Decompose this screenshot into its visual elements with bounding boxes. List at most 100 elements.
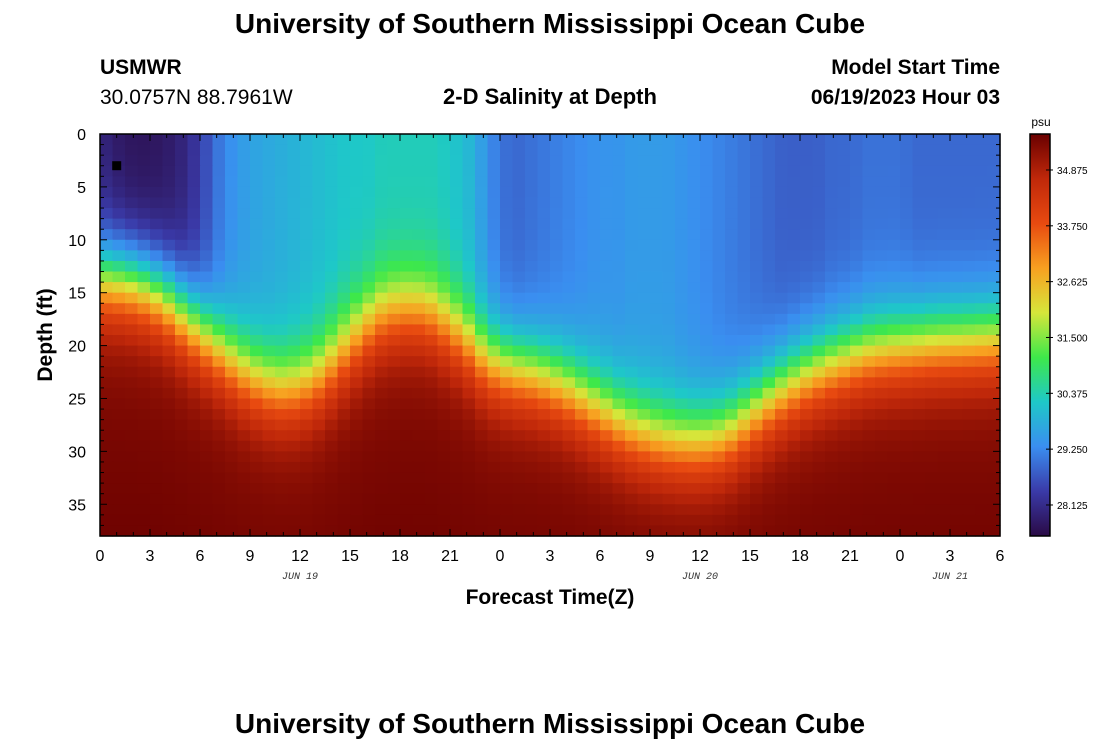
heatmap-cell	[412, 398, 426, 410]
heatmap-cell	[837, 176, 851, 188]
colorbar-tick-label: 32.625	[1057, 278, 1088, 289]
heatmap-cell	[287, 483, 301, 495]
heatmap-cell	[800, 440, 814, 452]
heatmap-cell	[337, 387, 351, 400]
heatmap-cell	[437, 525, 451, 537]
heatmap-cell	[887, 313, 901, 326]
heatmap-cell	[862, 260, 876, 273]
heatmap-cell	[600, 144, 614, 156]
heatmap-cell	[737, 504, 751, 516]
heatmap-cell	[750, 472, 764, 484]
heatmap-cell	[162, 514, 176, 527]
heatmap-cell	[962, 409, 976, 421]
heatmap-cell	[662, 366, 676, 378]
heatmap-cell	[950, 493, 964, 505]
heatmap-cell	[412, 483, 426, 495]
colorbar-tick-label: 34.875	[1057, 166, 1088, 177]
heatmap-cell	[362, 451, 376, 463]
heatmap-cell	[775, 504, 789, 516]
heatmap-cell	[687, 186, 701, 199]
heatmap-cell	[850, 493, 864, 505]
heatmap-cell	[237, 186, 251, 199]
heatmap-cell	[925, 356, 939, 368]
heatmap-cell	[762, 504, 776, 516]
heatmap-cell	[912, 165, 926, 177]
heatmap-cell	[662, 176, 676, 188]
heatmap-cell	[837, 144, 851, 156]
heatmap-cell	[400, 134, 414, 146]
heatmap-cell	[712, 197, 726, 209]
heatmap-cell	[750, 155, 764, 167]
heatmap-cell	[325, 292, 339, 304]
heatmap-cell	[312, 377, 326, 389]
heatmap-cell	[650, 335, 664, 347]
heatmap-cell	[175, 176, 189, 188]
heatmap-cell	[612, 260, 626, 273]
heatmap-cell	[262, 493, 276, 505]
heatmap-cell	[337, 282, 351, 294]
heatmap-cell	[237, 335, 251, 347]
heatmap-cell	[912, 250, 926, 262]
heatmap-cell	[350, 366, 364, 378]
heatmap-cell	[562, 451, 576, 463]
heatmap-cell	[975, 208, 989, 220]
heatmap-cell	[162, 461, 176, 474]
heatmap-cell	[387, 483, 401, 495]
heatmap-cell	[987, 260, 1001, 273]
heatmap-cell	[437, 186, 451, 199]
heatmap-cell	[637, 324, 651, 336]
colorbar-tick-label: 31.500	[1057, 333, 1088, 344]
heatmap-cell	[825, 377, 839, 389]
heatmap-cell	[375, 514, 389, 527]
heatmap-cell	[975, 440, 989, 452]
heatmap-cell	[812, 335, 826, 347]
heatmap-cell	[212, 282, 226, 294]
heatmap-cell	[750, 387, 764, 400]
heatmap-cell	[325, 229, 339, 241]
heatmap-cell	[550, 461, 564, 474]
heatmap-cell	[725, 218, 739, 230]
heatmap-cell	[162, 483, 176, 495]
heatmap-cell	[300, 356, 314, 368]
heatmap-cell	[825, 134, 839, 146]
heatmap-cell	[125, 398, 139, 410]
heatmap-cell	[437, 451, 451, 463]
heatmap-cell	[312, 335, 326, 347]
heatmap-cell	[287, 292, 301, 304]
heatmap-cell	[150, 144, 164, 156]
heatmap-cell	[350, 504, 364, 516]
heatmap-cell	[900, 186, 914, 199]
heatmap-cell	[662, 208, 676, 220]
heatmap-cell	[162, 250, 176, 262]
heatmap-cell	[700, 282, 714, 294]
heatmap-cell	[612, 155, 626, 167]
heatmap-cell	[700, 313, 714, 326]
heatmap-cell	[787, 356, 801, 368]
heatmap-cell	[925, 377, 939, 389]
heatmap-cell	[837, 324, 851, 336]
heatmap-cell	[462, 165, 476, 177]
heatmap-cell	[487, 356, 501, 368]
heatmap-cell	[275, 440, 289, 452]
heatmap-cell	[800, 208, 814, 220]
heatmap-cell	[300, 271, 314, 283]
heatmap-cell	[375, 282, 389, 294]
heatmap-cell	[537, 144, 551, 156]
heatmap-cell	[237, 197, 251, 209]
heatmap-cell	[200, 366, 214, 378]
heatmap-cell	[525, 493, 539, 505]
heatmap-cell	[737, 197, 751, 209]
heatmap-cell	[212, 292, 226, 304]
heatmap-cell	[712, 451, 726, 463]
heatmap-cell	[862, 483, 876, 495]
heatmap-cell	[725, 260, 739, 273]
heatmap-cell	[987, 398, 1001, 410]
heatmap-cell	[100, 144, 114, 156]
heatmap-cell	[262, 303, 276, 315]
heatmap-cell	[100, 292, 114, 304]
heatmap-cell	[425, 461, 439, 474]
heatmap-cell	[112, 409, 126, 421]
heatmap-cell	[487, 229, 501, 241]
heatmap-cell	[725, 144, 739, 156]
heatmap-cell	[825, 144, 839, 156]
